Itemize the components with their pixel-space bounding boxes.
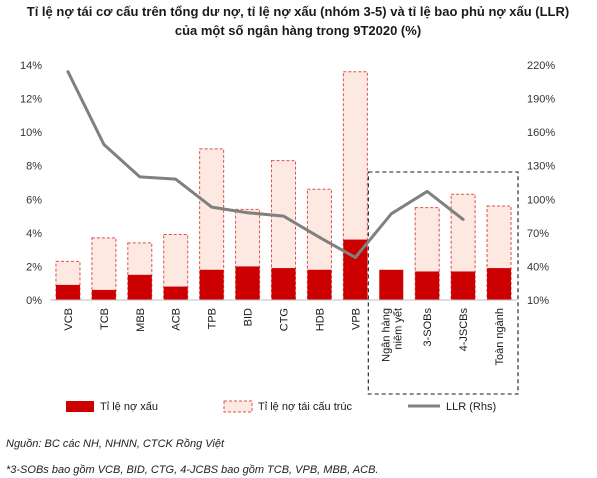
legend-swatch-restructured: [223, 400, 253, 413]
y-right-tick-label: 190%: [527, 94, 555, 106]
legend: Tỉ lệ nợ xấu Tỉ lệ nợ tái cấu trúc LLR (Rh…: [66, 400, 496, 413]
x-tick-label: VPB: [350, 308, 362, 330]
x-tick-label-line: VCB: [63, 308, 75, 331]
x-tick-label-line: ACB: [171, 308, 183, 331]
y-left-tick-label: 10%: [20, 127, 42, 139]
x-tick-label-line: HDB: [314, 308, 326, 331]
plot-area: 0% 2% 4% 6% 8% 10% 12% 14% 10% 40% 70% 100% 130% 160%…: [20, 60, 555, 395]
x-tick-label: VCB: [63, 308, 75, 331]
x-tick-label: TCB: [99, 308, 111, 330]
y-right-tick-label: 160%: [527, 127, 555, 139]
footnote: *3-SOBs bao gồm VCB, BID, CTG, 4-JCBS ba…: [6, 464, 379, 476]
y-right-tick-label: 40%: [527, 261, 549, 273]
x-tick-label-line: niêm yết: [392, 308, 404, 350]
legend-label-restructured: Tỉ lệ nợ tái cấu trúc: [258, 401, 353, 413]
npl-bar: [307, 269, 332, 300]
x-tick-label-line: CTG: [279, 308, 291, 331]
llr-point: [174, 177, 177, 181]
x-tick-label: TPB: [207, 308, 219, 329]
x-tick-label: MBB: [135, 308, 147, 332]
y-right-tick-label: 130%: [527, 161, 555, 173]
x-tick-label: Ngân hàng niêm yết: [380, 308, 404, 362]
restructured-bar: [91, 237, 117, 301]
npl-bar: [91, 289, 116, 300]
npl-bar: [55, 284, 80, 300]
llr-line: [66, 70, 465, 259]
y-left-tick-label: 2%: [26, 261, 42, 273]
y-right-tick-label: 100%: [527, 194, 555, 206]
npl-bar: [271, 268, 296, 300]
x-tick-label: HDB: [314, 308, 326, 331]
x-tick-label: Toàn ngành: [494, 308, 506, 366]
npl-bar: [163, 286, 188, 300]
legend-swatch-npl: [66, 401, 94, 412]
npl-bar: [235, 266, 260, 300]
y-left-tick-label: 14%: [20, 60, 42, 72]
llr-point: [138, 175, 142, 179]
npl-bar: [415, 271, 440, 300]
x-tick-label-line: 3-SOBs: [422, 308, 434, 347]
y-left-tick-label: 0%: [26, 295, 42, 307]
llr-point: [390, 212, 393, 216]
legend-label-llr: LLR (Rhs): [446, 401, 496, 413]
llr-point: [246, 211, 249, 214]
llr-point: [354, 256, 357, 259]
source-note: Nguồn: BC các NH, NHNN, CTCK Rồng Việt: [6, 438, 225, 450]
llr-point: [210, 205, 213, 209]
x-tick-label-line: BID: [243, 308, 255, 326]
npl-bar: [451, 271, 476, 300]
llr-point: [318, 236, 321, 239]
y-right-tick-label: 220%: [527, 60, 555, 72]
y-left-tick-label: 8%: [26, 161, 42, 173]
x-tick-label-line: TPB: [207, 308, 219, 329]
llr-point: [461, 218, 465, 221]
x-tick-label: BID: [243, 308, 255, 326]
llr-point: [102, 143, 106, 146]
x-tick-label: ACB: [171, 308, 183, 331]
x-tick-label-line: MBB: [135, 308, 147, 332]
highlight-box: [367, 171, 519, 395]
npl-bar: [127, 274, 152, 300]
chart-subtitle: của một số ngân hàng trong 9T2020 (%): [175, 23, 421, 38]
x-tick-label: 4-JSCBs: [458, 308, 470, 352]
x-tick-label-line: Ngân hàng: [380, 308, 392, 362]
y-left-tick-label: 12%: [20, 94, 42, 106]
y-right-tick-label: 70%: [527, 228, 549, 240]
npl-bar: [379, 269, 404, 300]
llr-point: [425, 190, 429, 193]
x-tick-label-line: 4-JSCBs: [458, 308, 470, 352]
x-tick-label: CTG: [279, 308, 291, 331]
npl-bar: [487, 268, 512, 300]
y-left-tick-label: 6%: [26, 194, 42, 206]
x-tick-label: 3-SOBs: [422, 308, 434, 347]
y-right-tick-label: 10%: [527, 295, 549, 307]
chart-title: Tỉ lệ nợ tái cơ cấu trên tổng dư nợ, tỉ …: [27, 4, 569, 19]
x-tick-label-line: Toàn ngành: [494, 308, 506, 366]
llr-point: [282, 214, 285, 218]
x-tick-label-line: TCB: [99, 308, 111, 330]
y-left-tick-label: 4%: [26, 228, 42, 240]
legend-label-npl: Tỉ lệ nợ xấu: [100, 401, 158, 413]
npl-bar: [199, 269, 224, 300]
llr-point: [66, 70, 70, 73]
x-tick-label-line: VPB: [350, 308, 362, 330]
